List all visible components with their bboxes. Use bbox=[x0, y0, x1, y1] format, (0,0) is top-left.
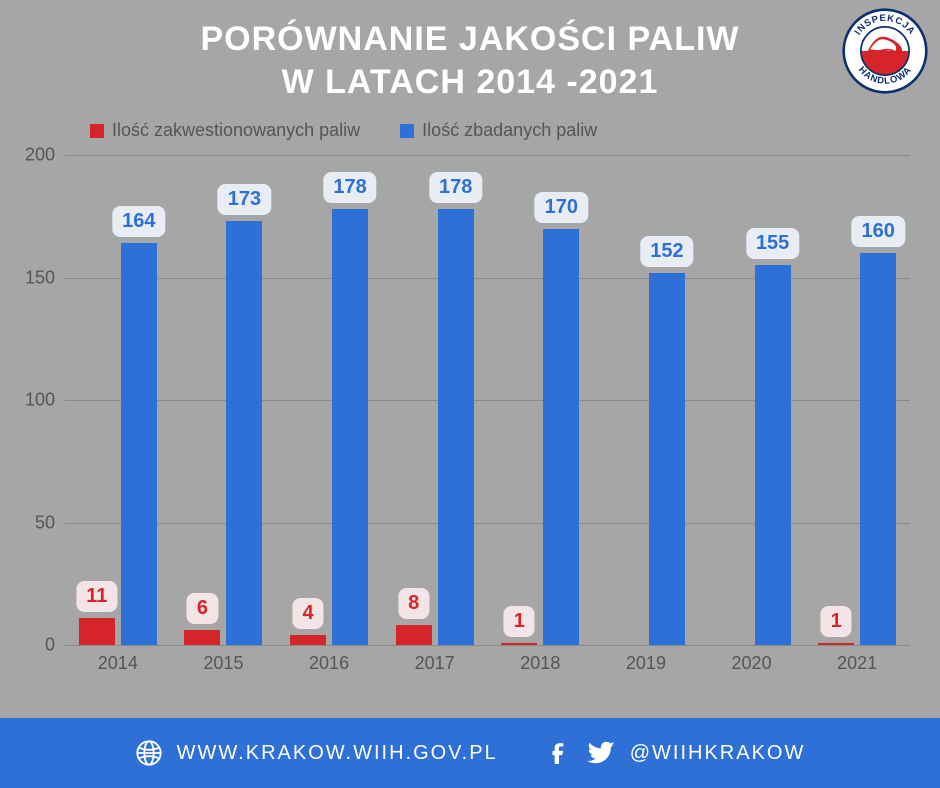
value-label: 178 bbox=[429, 172, 482, 203]
legend-swatch-blue bbox=[400, 124, 414, 138]
y-tick-label: 0 bbox=[45, 635, 55, 656]
value-label: 155 bbox=[746, 228, 799, 259]
value-label: 164 bbox=[112, 206, 165, 237]
bar-group: 1522019 bbox=[593, 155, 699, 645]
bar-questioned bbox=[290, 635, 326, 645]
value-label: 178 bbox=[323, 172, 376, 203]
value-label: 152 bbox=[640, 236, 693, 267]
bar-questioned bbox=[184, 630, 220, 645]
y-tick-label: 200 bbox=[25, 145, 55, 166]
x-tick-label: 2019 bbox=[626, 653, 666, 674]
globe-icon bbox=[135, 739, 163, 767]
bar-tested bbox=[226, 221, 262, 645]
bar-group: 111642014 bbox=[65, 155, 171, 645]
footer-social-group: @WIIHKRAKOW bbox=[546, 738, 806, 768]
bar-questioned bbox=[396, 625, 432, 645]
bar-group: 61732015 bbox=[171, 155, 277, 645]
value-label: 1 bbox=[821, 606, 852, 637]
x-tick-label: 2021 bbox=[837, 653, 877, 674]
value-label: 6 bbox=[187, 593, 218, 624]
bar-group: 11602021 bbox=[804, 155, 910, 645]
bar-questioned bbox=[818, 643, 854, 645]
fuel-quality-chart: Ilość zakwestionowanych paliw Ilość zbad… bbox=[10, 120, 920, 690]
bar-group: 81782017 bbox=[382, 155, 488, 645]
inspekcja-handlowa-logo: INSPEKCJA HANDLOWA bbox=[842, 8, 928, 94]
bar-group: 41782016 bbox=[276, 155, 382, 645]
twitter-icon[interactable] bbox=[586, 738, 616, 768]
bar-tested bbox=[438, 209, 474, 645]
title-line-1: PORÓWNANIE JAKOŚCI PALIW bbox=[0, 18, 940, 61]
value-label: 8 bbox=[398, 588, 429, 619]
bar-tested bbox=[649, 273, 685, 645]
x-tick-label: 2016 bbox=[309, 653, 349, 674]
bar-tested bbox=[121, 243, 157, 645]
title-line-2: W LATACH 2014 -2021 bbox=[0, 61, 940, 104]
bar-questioned bbox=[79, 618, 115, 645]
bar-group: 1552020 bbox=[699, 155, 805, 645]
footer-website[interactable]: WWW.KRAKOW.WIIH.GOV.PL bbox=[177, 742, 498, 765]
y-tick-label: 100 bbox=[25, 390, 55, 411]
gridline bbox=[65, 645, 910, 646]
value-label: 11 bbox=[76, 581, 117, 612]
y-tick-label: 50 bbox=[35, 512, 55, 533]
bar-tested bbox=[332, 209, 368, 645]
legend-item-tested: Ilość zbadanych paliw bbox=[400, 120, 597, 141]
x-tick-label: 2018 bbox=[520, 653, 560, 674]
y-tick-label: 150 bbox=[25, 267, 55, 288]
x-tick-label: 2020 bbox=[732, 653, 772, 674]
bar-questioned bbox=[501, 643, 537, 645]
value-label: 160 bbox=[852, 216, 905, 247]
bar-tested bbox=[860, 253, 896, 645]
bar-tested bbox=[755, 265, 791, 645]
plot-area: 050100150200 111642014617320154178201681… bbox=[65, 155, 910, 645]
chart-legend: Ilość zakwestionowanych paliw Ilość zbad… bbox=[90, 120, 597, 141]
legend-label-questioned: Ilość zakwestionowanych paliw bbox=[112, 120, 360, 141]
legend-swatch-red bbox=[90, 124, 104, 138]
chart-title: PORÓWNANIE JAKOŚCI PALIW W LATACH 2014 -… bbox=[0, 0, 940, 103]
facebook-icon[interactable] bbox=[546, 740, 572, 766]
footer-handle[interactable]: @WIIHKRAKOW bbox=[630, 742, 806, 765]
x-tick-label: 2017 bbox=[415, 653, 455, 674]
legend-label-tested: Ilość zbadanych paliw bbox=[422, 120, 597, 141]
x-tick-label: 2015 bbox=[203, 653, 243, 674]
value-label: 4 bbox=[293, 598, 324, 629]
bar-tested bbox=[543, 229, 579, 646]
value-label: 1 bbox=[504, 606, 535, 637]
x-tick-label: 2014 bbox=[98, 653, 138, 674]
legend-item-questioned: Ilość zakwestionowanych paliw bbox=[90, 120, 360, 141]
bar-group: 11702018 bbox=[488, 155, 594, 645]
value-label: 170 bbox=[535, 192, 588, 223]
value-label: 173 bbox=[218, 184, 271, 215]
footer-bar: WWW.KRAKOW.WIIH.GOV.PL @WIIHKRAKOW bbox=[0, 718, 940, 788]
footer-website-group: WWW.KRAKOW.WIIH.GOV.PL bbox=[135, 739, 498, 767]
